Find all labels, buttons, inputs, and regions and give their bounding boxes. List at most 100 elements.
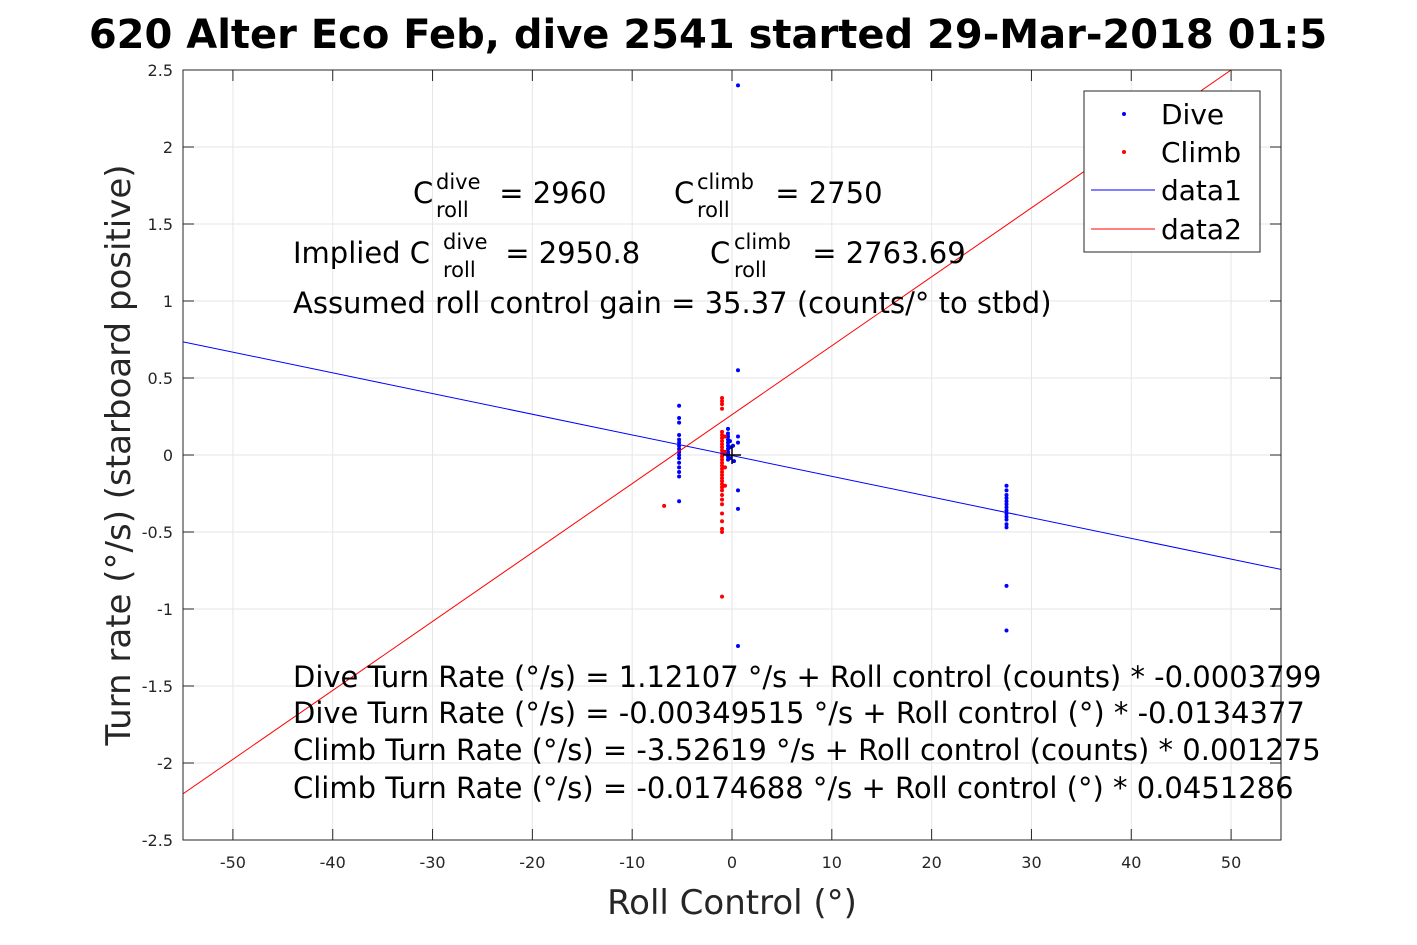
data-point-dive [1004, 488, 1009, 493]
annotation-c-dive-sub: roll [436, 198, 469, 222]
tick-marks [183, 69, 1281, 841]
data-point-climb [720, 526, 725, 531]
annotation-c-dive-sup: dive [436, 170, 481, 194]
data-point-dive [1004, 583, 1009, 588]
legend-climb-label: Climb [1161, 136, 1241, 169]
data-point-dive [1004, 517, 1009, 522]
annotation-equation-2: Dive Turn Rate (°/s) = -0.00349515 °/s +… [293, 696, 1305, 730]
data-point-climb [720, 482, 725, 487]
data-point-dive [1004, 525, 1009, 530]
legend-box [1083, 90, 1261, 253]
x-tick-label: -40 [320, 853, 346, 872]
data-point-dive [1004, 493, 1009, 498]
data-point-climb [720, 436, 725, 441]
data-point-climb [720, 463, 725, 468]
data-point-dive [731, 459, 736, 464]
x-tick-label: 20 [921, 853, 941, 872]
x-tick-label: 0 [727, 853, 737, 872]
data-point-dive [735, 506, 740, 511]
annotation-implied-climb: C [710, 236, 730, 270]
data-point-dive [1004, 522, 1009, 527]
x-tick-label: 30 [1021, 853, 1041, 872]
data-point-dive [726, 431, 731, 436]
annotation-c-climb-value: = 2750 [766, 176, 883, 210]
tick-labels: -50 -40 -30 -20 -10 0 10 20 30 40 50-2.5-2-1.5-1-0… [142, 61, 1241, 872]
data-point-climb [720, 476, 725, 481]
data-point-climb [720, 457, 725, 462]
y-tick-label: -2.5 [142, 831, 173, 850]
y-axis-label: Turn rate (°/s) (starboard positive) [99, 164, 139, 746]
data-point-climb [720, 460, 725, 465]
series-line-data2 [183, 70, 1232, 795]
x-tick-label: -30 [419, 853, 445, 872]
data-point-dive [677, 440, 682, 445]
data-point-dive [677, 499, 682, 504]
data-point-climb [723, 434, 728, 439]
data-point-climb [720, 429, 725, 434]
data-point-dive [728, 456, 733, 461]
data-point-climb [720, 519, 725, 524]
data-point-climb [723, 449, 728, 454]
data-point-dive [728, 439, 733, 444]
data-point-climb [720, 396, 725, 401]
data-point-dive [735, 83, 740, 88]
data-point-dive [677, 460, 682, 465]
data-point-climb [720, 439, 725, 444]
data-point-climb [723, 483, 728, 488]
data-point-dive [1004, 502, 1009, 507]
data-point-dive [677, 403, 682, 408]
x-tick-label: 50 [1221, 853, 1241, 872]
data-point-dive [677, 446, 682, 451]
data-point-dive [735, 434, 740, 439]
annotation-implied-climb-sup: climb [734, 230, 791, 254]
data-point-dive [735, 368, 740, 373]
legend-data1-label: data1 [1161, 174, 1242, 207]
y-tick-label: -0.5 [142, 523, 173, 542]
annotation-equation-4: Climb Turn Rate (°/s) = -0.0174688 °/s +… [293, 771, 1294, 805]
chart-title: 620 Alter Eco Feb, dive 2541 started 29-… [89, 12, 1327, 58]
data-point-dive [1004, 514, 1009, 519]
data-point-dive [726, 434, 731, 439]
data-point-dive [1004, 505, 1009, 510]
y-tick-label: 0 [163, 446, 173, 465]
data-point-dive [677, 453, 682, 457]
x-tick-label: -20 [519, 853, 545, 872]
data-point-climb [662, 503, 667, 508]
data-point-climb [720, 466, 725, 471]
data-point-dive [735, 488, 740, 493]
annotation-implied-dive-value: = 2950.8 [496, 236, 640, 270]
data-point-dive [1004, 483, 1009, 488]
data-point-climb [720, 530, 725, 534]
annotation-implied-climb-value: = 2763.69 [803, 236, 966, 270]
data-point-climb [720, 399, 725, 404]
annotation-c-climb-sub: roll [697, 198, 730, 222]
annotation-implied-dive-sub: roll [443, 258, 476, 282]
data-point-dive [677, 416, 682, 421]
data-point-climb [720, 432, 725, 437]
legend-dive-label: Dive [1161, 98, 1224, 131]
series-layer [183, 70, 1281, 795]
legend-climb-marker [1122, 150, 1126, 154]
data-point-climb [720, 442, 725, 447]
data-point-climb [720, 473, 725, 478]
data-point-climb [720, 479, 725, 484]
data-point-dive [735, 440, 740, 445]
data-point-dive [677, 420, 682, 425]
x-tick-label: 40 [1121, 853, 1141, 872]
data-point-dive [726, 426, 731, 431]
x-axis-label: Roll Control (°) [607, 883, 857, 923]
data-point-dive [1004, 499, 1009, 504]
y-tick-label: -2 [157, 754, 173, 773]
annotation-equation-1: Dive Turn Rate (°/s) = 1.12107 °/s + Rol… [293, 660, 1321, 694]
data-point-climb [720, 502, 725, 507]
data-point-climb [720, 594, 725, 599]
x-tick-label: 10 [822, 853, 842, 872]
data-point-dive [1004, 628, 1009, 633]
data-point-climb [720, 485, 725, 490]
annotation-implied-dive-sup: dive [443, 230, 488, 254]
annotation-c-climb-sup: climb [697, 170, 754, 194]
legend-data2-label: data2 [1161, 213, 1242, 246]
data-point-dive [1004, 508, 1009, 513]
annotation-implied-climb-sub: roll [734, 258, 767, 282]
x-tick-label: -10 [619, 853, 645, 872]
